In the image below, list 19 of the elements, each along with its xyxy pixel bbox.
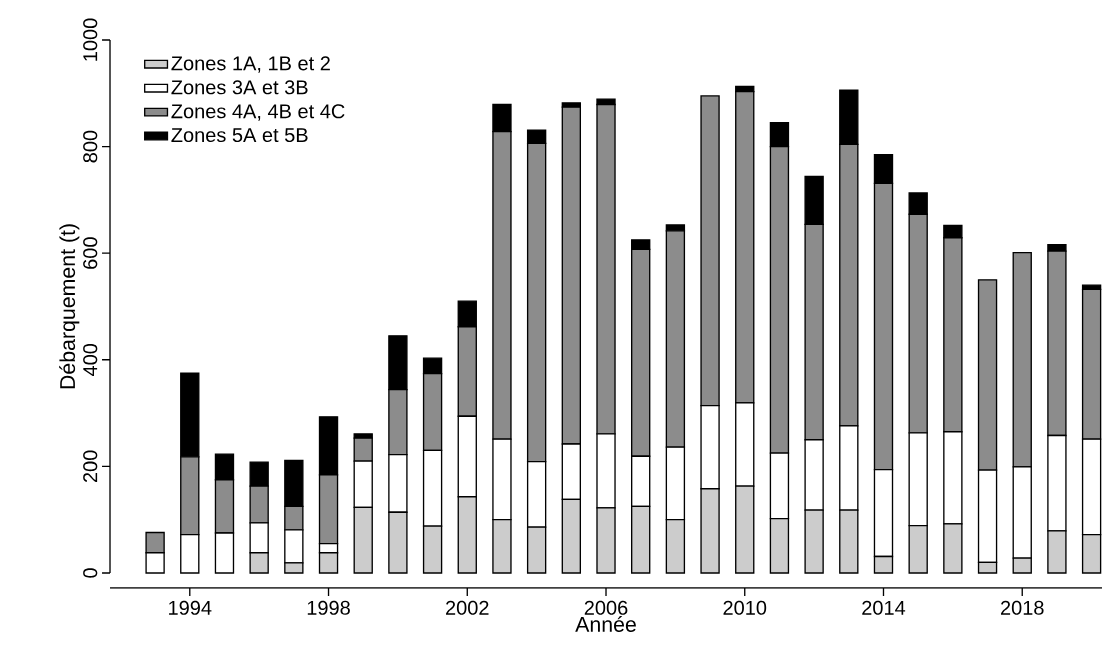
y-tick-label: 1000 bbox=[83, 18, 98, 61]
y-axis-title: Débarquement (t) bbox=[59, 224, 80, 389]
y-tick-label: 800 bbox=[83, 130, 98, 163]
x-tick-label: 2018 bbox=[1000, 600, 1044, 615]
legend-label: Zones 1A, 1B et 2 bbox=[171, 56, 330, 73]
x-tick-label: 2010 bbox=[723, 600, 767, 615]
y-tick-label: 400 bbox=[83, 343, 98, 377]
legend-label: Zones 4A, 4B et 4C bbox=[171, 104, 345, 121]
legend-label: Zones 5A et 5B bbox=[171, 128, 308, 143]
x-tick-label: 2014 bbox=[862, 600, 906, 615]
y-tick-label: 0 bbox=[83, 568, 98, 578]
y-tick-label: 200 bbox=[83, 450, 98, 483]
x-tick-label: 1998 bbox=[307, 600, 350, 615]
x-tick-label: 2006 bbox=[584, 600, 628, 615]
legend-label: Zones 3A et 3B bbox=[171, 80, 308, 95]
x-tick-label: 2002 bbox=[446, 600, 489, 615]
y-tick-label: 600 bbox=[83, 237, 98, 269]
x-axis-title: Année bbox=[575, 616, 636, 632]
x-tick-label: 1994 bbox=[169, 600, 212, 615]
